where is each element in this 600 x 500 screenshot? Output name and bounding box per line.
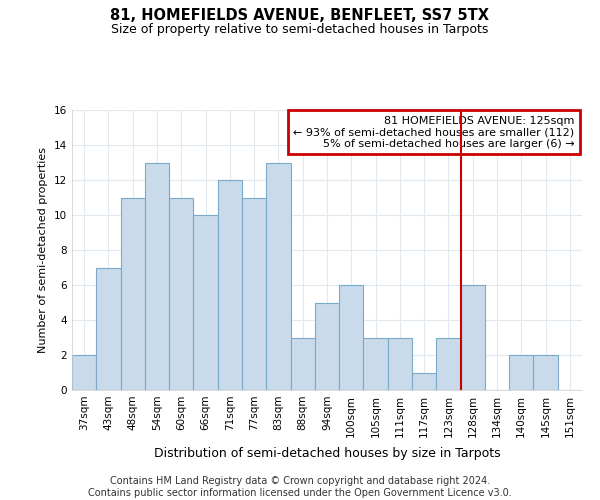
Bar	[169, 198, 193, 390]
Bar	[96, 268, 121, 390]
Bar	[242, 198, 266, 390]
Text: Contains HM Land Registry data © Crown copyright and database right 2024.
Contai: Contains HM Land Registry data © Crown c…	[88, 476, 512, 498]
Bar	[193, 215, 218, 390]
Bar	[436, 338, 461, 390]
Text: 81, HOMEFIELDS AVENUE, BENFLEET, SS7 5TX: 81, HOMEFIELDS AVENUE, BENFLEET, SS7 5TX	[110, 8, 490, 22]
Bar	[121, 198, 145, 390]
Bar	[72, 355, 96, 390]
Y-axis label: Number of semi-detached properties: Number of semi-detached properties	[38, 147, 49, 353]
Bar	[315, 302, 339, 390]
Text: Distribution of semi-detached houses by size in Tarpots: Distribution of semi-detached houses by …	[154, 448, 500, 460]
Bar	[412, 372, 436, 390]
Bar	[509, 355, 533, 390]
Bar	[364, 338, 388, 390]
Bar	[388, 338, 412, 390]
Bar	[339, 285, 364, 390]
Bar	[145, 162, 169, 390]
Bar	[218, 180, 242, 390]
Text: 81 HOMEFIELDS AVENUE: 125sqm
← 93% of semi-detached houses are smaller (112)
5% : 81 HOMEFIELDS AVENUE: 125sqm ← 93% of se…	[293, 116, 574, 149]
Bar	[461, 285, 485, 390]
Bar	[266, 162, 290, 390]
Bar	[290, 338, 315, 390]
Text: Size of property relative to semi-detached houses in Tarpots: Size of property relative to semi-detach…	[112, 22, 488, 36]
Bar	[533, 355, 558, 390]
